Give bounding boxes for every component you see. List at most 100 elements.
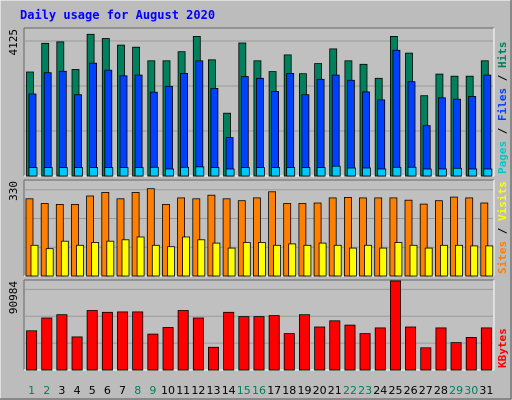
bar-sites-day-18 — [288, 243, 297, 277]
bar-kbytes-day-17 — [268, 315, 280, 371]
bar-kbytes-day-27 — [420, 347, 432, 371]
panel-traffic: 4125 Pages / Files / Hits — [7, 27, 509, 177]
bar-sites-day-28 — [439, 244, 448, 277]
y-max-label-visits: 330 — [7, 181, 20, 201]
bar-sites-day-10 — [167, 246, 175, 277]
bar-kbytes-day-25 — [389, 280, 401, 371]
y-max-label-traffic: 4125 — [7, 29, 20, 56]
bar-visits-day-5 — [86, 195, 94, 277]
bar-files-day-22 — [346, 79, 355, 177]
bar-visits-day-1 — [25, 198, 34, 277]
x-tick-label-day-16: 16 — [252, 384, 266, 397]
x-tick-label-day-8: 8 — [134, 384, 141, 397]
bar-sites-day-7 — [121, 239, 130, 277]
bar-kbytes-day-19 — [298, 314, 310, 371]
bar-pages-day-11 — [180, 166, 190, 177]
x-tick-label-day-18: 18 — [282, 384, 296, 397]
bar-sites-day-20 — [318, 242, 327, 277]
bar-visits-day-29 — [450, 196, 458, 277]
chart-panels: 4125 Pages / Files / Hits 330 Sites / Visit… — [7, 27, 509, 371]
bar-sites-day-1 — [30, 244, 39, 277]
bar-pages-day-16 — [255, 167, 265, 177]
bar-kbytes-day-16 — [253, 316, 265, 371]
bar-visits-day-22 — [343, 196, 352, 277]
bar-files-day-4 — [74, 94, 82, 177]
bar-sites-day-22 — [348, 247, 357, 277]
bar-files-day-1 — [28, 93, 37, 177]
bar-kbytes-day-12 — [192, 317, 204, 371]
bar-sites-day-14 — [227, 247, 236, 277]
bar-files-day-12 — [195, 60, 204, 177]
bar-pages-day-22 — [346, 167, 356, 177]
legend-item: / — [496, 221, 509, 241]
x-tick-label-day-24: 24 — [373, 384, 387, 397]
bar-pages-day-24 — [377, 168, 387, 177]
bar-visits-day-13 — [207, 194, 216, 277]
bar-kbytes-day-18 — [283, 333, 295, 371]
legend-traffic: Pages / Files / Hits — [496, 42, 509, 175]
bar-files-day-11 — [180, 73, 189, 177]
bar-kbytes-day-30 — [465, 336, 477, 371]
legend-item: Sites — [496, 241, 509, 274]
bar-files-day-3 — [58, 70, 67, 177]
bar-kbytes-day-1 — [26, 330, 38, 371]
x-tick-label-day-7: 7 — [119, 384, 126, 397]
bar-kbytes-day-21 — [329, 320, 341, 371]
x-tick-label-day-4: 4 — [74, 384, 81, 397]
bar-pages-day-13 — [210, 167, 220, 177]
bar-kbytes-day-14 — [223, 311, 235, 371]
x-tick-label-day-30: 30 — [464, 384, 478, 397]
bar-pages-day-26 — [407, 166, 417, 177]
bar-files-day-10 — [165, 85, 173, 177]
x-tick-label-day-14: 14 — [222, 384, 236, 397]
bar-pages-day-31 — [483, 168, 493, 177]
x-axis-labels: 1 2 3 4 5 6 7 8 9 10 11 12 13 14 15 16 17 18 19 20 21 22 23 24 2… — [28, 384, 493, 397]
legend-item: Visits — [496, 181, 509, 221]
bar-files-day-25 — [392, 49, 401, 177]
x-tick-label-day-1: 1 — [28, 384, 35, 397]
x-tick-label-day-12: 12 — [191, 384, 205, 397]
bar-visits-day-8 — [131, 191, 140, 277]
bar-sites-day-6 — [106, 240, 115, 277]
bar-files-day-21 — [331, 74, 340, 177]
bar-pages-day-30 — [468, 168, 478, 177]
bar-files-day-29 — [453, 98, 461, 177]
legend-item: KBytes — [496, 328, 509, 368]
x-tick-label-day-29: 29 — [449, 384, 463, 397]
x-tick-label-day-13: 13 — [207, 384, 221, 397]
bar-pages-day-1 — [28, 167, 38, 177]
bar-sites-day-2 — [45, 248, 54, 277]
bar-pages-day-25 — [392, 166, 402, 177]
bar-files-day-2 — [43, 72, 52, 177]
bar-pages-day-27 — [422, 168, 432, 177]
bar-sites-day-4 — [76, 244, 84, 277]
x-tick-label-day-21: 21 — [328, 384, 342, 397]
bar-visits-day-24 — [374, 197, 383, 277]
bar-visits-day-18 — [283, 203, 292, 277]
bar-files-day-19 — [301, 94, 310, 177]
bar-sites-day-29 — [455, 244, 463, 277]
bar-kbytes-day-24 — [374, 327, 386, 371]
bar-pages-day-3 — [58, 167, 68, 177]
bar-sites-day-12 — [197, 239, 206, 277]
x-tick-label-day-28: 28 — [434, 384, 448, 397]
x-tick-label-day-22: 22 — [343, 384, 357, 397]
bar-pages-day-5 — [89, 167, 98, 177]
bar-files-day-7 — [119, 75, 128, 177]
bar-visits-day-23 — [359, 197, 367, 277]
x-tick-label-day-17: 17 — [267, 384, 281, 397]
bar-files-day-27 — [422, 125, 431, 177]
legend-item: / — [496, 121, 509, 141]
bar-kbytes-day-22 — [344, 324, 356, 371]
bar-files-day-24 — [377, 99, 386, 177]
legend-item: / — [496, 68, 509, 88]
bar-sites-day-5 — [91, 242, 99, 277]
bar-sites-day-27 — [424, 247, 433, 277]
bar-visits-day-10 — [162, 203, 170, 277]
legend-item: Pages — [496, 141, 509, 174]
bar-visits-day-28 — [434, 200, 443, 277]
bar-visits-day-9 — [146, 188, 155, 277]
x-tick-label-day-3: 3 — [58, 384, 65, 397]
y-max-label-kbytes: 90984 — [7, 281, 20, 314]
bar-pages-day-4 — [74, 167, 83, 177]
